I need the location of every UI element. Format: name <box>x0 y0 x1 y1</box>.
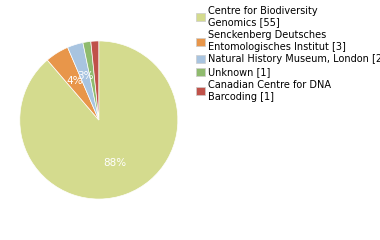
Wedge shape <box>68 42 99 120</box>
Wedge shape <box>83 41 99 120</box>
Text: 4%: 4% <box>66 76 83 86</box>
Wedge shape <box>20 41 178 199</box>
Text: 88%: 88% <box>103 158 126 168</box>
Wedge shape <box>91 41 99 120</box>
Legend: Centre for Biodiversity
Genomics [55], Senckenberg Deutsches
Entomologisches Ins: Centre for Biodiversity Genomics [55], S… <box>195 5 380 102</box>
Wedge shape <box>48 47 99 120</box>
Text: 3%: 3% <box>77 71 93 81</box>
